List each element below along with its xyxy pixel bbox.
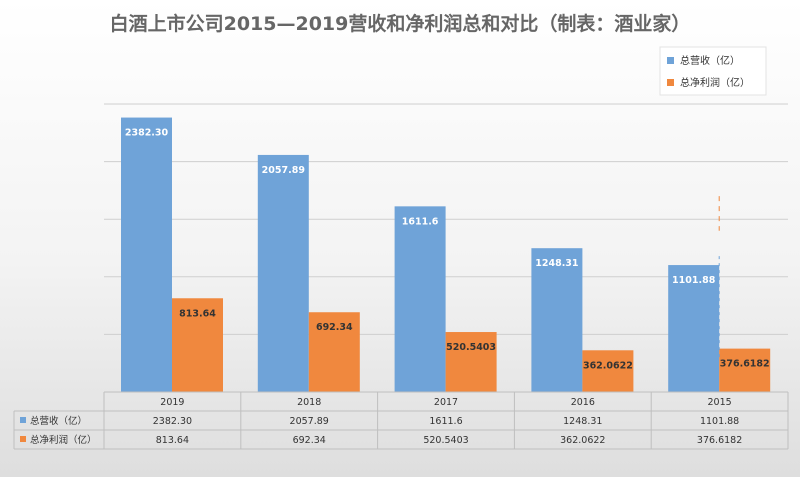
legend-swatch xyxy=(667,79,674,86)
profit-bar xyxy=(445,332,497,392)
profit-bar xyxy=(308,312,360,392)
table-swatch xyxy=(20,417,26,423)
chart-title: 白酒上市公司2015—2019营收和净利润总和对比（制表：酒业家） xyxy=(110,12,691,35)
table-series-label: 总营收（亿） xyxy=(30,415,87,427)
revenue-bar xyxy=(531,248,583,392)
table-cell: 1611.6 xyxy=(429,416,462,427)
revenue-data-label: 2382.30 xyxy=(125,128,169,139)
table-cell: 1101.88 xyxy=(700,416,739,427)
revenue-data-label: 1101.88 xyxy=(672,275,716,286)
revenue-bar xyxy=(121,117,172,393)
legend-label: 总营收（亿） xyxy=(680,54,740,67)
plot-area: 2382.30 813.64 2057.89 692.34 1611.6 520.5403… xyxy=(104,103,788,393)
profit-data-label: 520.5403 xyxy=(446,342,496,353)
x-tick-label: 2018 xyxy=(297,397,321,408)
revenue-data-label: 1248.31 xyxy=(535,258,578,269)
x-tick-label: 2017 xyxy=(434,397,458,408)
profit-bar xyxy=(719,348,771,392)
x-tick-label: 2019 xyxy=(160,397,184,408)
revenue-data-label: 2057.89 xyxy=(262,165,305,176)
table-cell: 1248.31 xyxy=(563,416,602,427)
table-cell: 813.64 xyxy=(156,435,189,446)
profit-data-label: 692.34 xyxy=(316,322,353,333)
data-table: 2019 2018 2017 2016 2015 总营收（亿） 2382.30 2057.89… xyxy=(13,391,789,450)
table-cell: 2382.30 xyxy=(153,416,192,427)
table-cell: 2057.89 xyxy=(290,416,329,427)
revenue-bar xyxy=(668,265,720,392)
legend-label: 总净利润（亿） xyxy=(680,76,750,89)
table-cell: 362.0622 xyxy=(560,435,605,446)
x-tick-label: 2016 xyxy=(571,397,595,408)
table-swatch xyxy=(20,436,26,442)
legend: 总营收（亿） 总净利润（亿） xyxy=(659,46,767,96)
profit-data-label: 376.6182 xyxy=(720,359,770,370)
profit-bar xyxy=(582,350,634,392)
legend-swatch xyxy=(667,57,674,64)
table-series-label: 总净利润（亿） xyxy=(30,434,97,446)
profit-data-label: 813.64 xyxy=(179,308,216,319)
revenue-bar xyxy=(394,206,446,392)
table-cell: 692.34 xyxy=(293,435,326,446)
revenue-data-label: 1611.6 xyxy=(402,216,439,227)
profit-data-label: 362.0622 xyxy=(583,360,633,371)
legend-box xyxy=(659,46,767,96)
table-cell: 520.5403 xyxy=(423,435,468,446)
table-cell: 376.6182 xyxy=(697,435,742,446)
revenue-bar xyxy=(257,154,309,392)
profit-bar xyxy=(172,298,223,392)
x-tick-label: 2015 xyxy=(708,397,732,408)
